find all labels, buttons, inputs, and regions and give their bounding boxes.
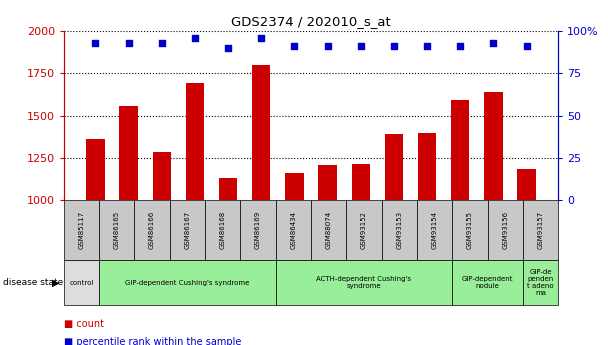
Bar <box>451 100 469 200</box>
Bar <box>252 65 271 200</box>
Text: control: control <box>69 280 94 286</box>
Text: GSM86168: GSM86168 <box>219 211 226 249</box>
Bar <box>418 133 436 200</box>
Title: GDS2374 / 202010_s_at: GDS2374 / 202010_s_at <box>231 16 391 29</box>
Bar <box>86 139 105 200</box>
Text: GSM86167: GSM86167 <box>184 211 190 249</box>
Text: ACTH-dependent Cushing's
syndrome: ACTH-dependent Cushing's syndrome <box>316 276 412 289</box>
Point <box>323 43 333 49</box>
Text: GSM93152: GSM93152 <box>361 211 367 249</box>
Point <box>123 40 133 46</box>
Text: GSM85117: GSM85117 <box>78 211 85 249</box>
Text: GSM93156: GSM93156 <box>502 211 508 249</box>
Bar <box>219 178 237 200</box>
Point <box>389 43 399 49</box>
Text: GSM93153: GSM93153 <box>396 211 402 249</box>
Text: GSM93154: GSM93154 <box>432 211 438 249</box>
Text: GSM86165: GSM86165 <box>114 211 120 249</box>
Bar <box>186 82 204 200</box>
Point <box>223 45 233 51</box>
Text: disease state: disease state <box>3 278 63 287</box>
Text: GIP-dependent
nodule: GIP-dependent nodule <box>462 276 513 289</box>
Point <box>455 43 465 49</box>
Point <box>422 43 432 49</box>
Text: ■ count: ■ count <box>64 319 104 329</box>
Bar <box>517 169 536 200</box>
Bar <box>153 152 171 200</box>
Bar <box>385 134 403 200</box>
Bar <box>285 173 303 200</box>
Point <box>157 40 167 46</box>
Bar <box>484 92 502 200</box>
Text: GIP-de
penden
t adeno
ma: GIP-de penden t adeno ma <box>527 269 554 296</box>
Point <box>91 40 100 46</box>
Bar <box>319 166 337 200</box>
Point <box>190 35 200 41</box>
Point <box>522 43 531 49</box>
Point <box>289 43 299 49</box>
Text: GSM86169: GSM86169 <box>255 211 261 249</box>
Point <box>257 35 266 41</box>
Text: GIP-dependent Cushing's syndrome: GIP-dependent Cushing's syndrome <box>125 280 250 286</box>
Bar <box>119 106 137 200</box>
Point <box>489 40 499 46</box>
Point <box>356 43 365 49</box>
Bar <box>351 164 370 200</box>
Text: GSM86166: GSM86166 <box>149 211 155 249</box>
Text: GSM86434: GSM86434 <box>291 211 296 249</box>
Text: ▶: ▶ <box>52 278 59 288</box>
Text: GSM93155: GSM93155 <box>467 211 473 249</box>
Text: GSM93157: GSM93157 <box>537 211 544 249</box>
Text: GSM88074: GSM88074 <box>326 211 331 249</box>
Text: ■ percentile rank within the sample: ■ percentile rank within the sample <box>64 337 241 345</box>
